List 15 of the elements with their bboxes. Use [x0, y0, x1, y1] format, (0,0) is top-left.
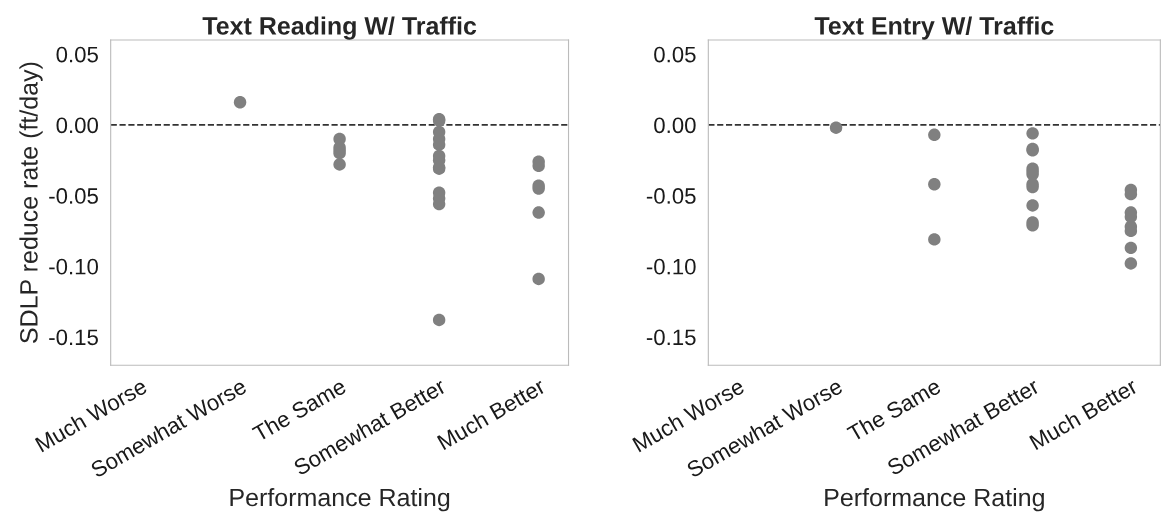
x-axis-title: Performance Rating: [230, 488, 450, 512]
y-tick-label: -0.05: [49, 188, 98, 204]
y-tick-label: -0.10: [49, 258, 99, 275]
y-tick-label: 0.05: [56, 46, 98, 63]
y-tick-label: 0.05: [654, 46, 696, 63]
y-tick-label: 0.00: [56, 117, 98, 134]
y-tick-label: -0.15: [646, 329, 696, 346]
chart-title: Text Entry W/ Traffic: [814, 16, 1054, 40]
y-tick-label: -0.10: [646, 258, 696, 275]
y-axis-title: SDLP reduce rate (ft/day): [19, 62, 43, 343]
x-axis-title: Performance Rating: [825, 488, 1044, 512]
y-tick-label: -0.15: [49, 329, 98, 346]
chart-title: Text Reading W/ Traffic: [202, 16, 477, 40]
y-tick-label: -0.05: [646, 188, 696, 204]
y-tick-label: 0.00: [654, 117, 696, 134]
